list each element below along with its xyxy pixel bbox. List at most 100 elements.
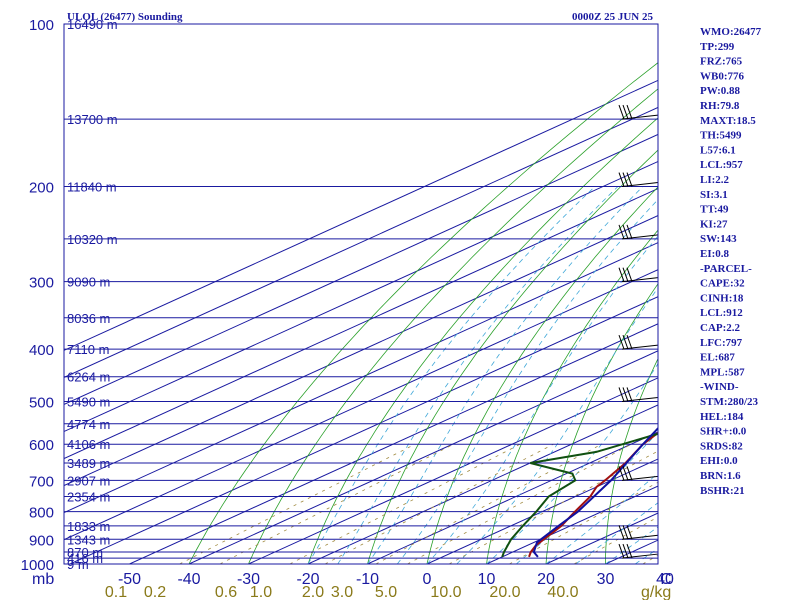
index-line: WMO:26477 [700, 26, 762, 38]
isotherm-line [64, 79, 658, 351]
isotherm-line [64, 133, 658, 406]
index-line: MPL:587 [700, 366, 745, 378]
mixing-ratio-line [407, 443, 632, 564]
moist-adiabat [367, 186, 643, 564]
isotherm-line [188, 350, 658, 564]
wind-barb [618, 387, 659, 402]
pressure-tick-label: 800 [29, 505, 54, 522]
temperature-tick-label: -30 [237, 571, 260, 588]
wind-barb [618, 334, 659, 350]
index-line: BRN:1.6 [700, 470, 741, 482]
height-label: 9090 m [67, 275, 110, 290]
height-label: 16490 m [67, 17, 118, 32]
isotherm-line [426, 458, 658, 564]
isotherm-line [307, 404, 658, 564]
pressure-tick-label: 100 [29, 17, 54, 34]
isotherm-line [64, 242, 658, 514]
index-line: SW:143 [700, 233, 737, 245]
pressure-tick-label: 400 [29, 342, 54, 359]
height-label: 2907 m [67, 473, 110, 488]
mixing-ratio-unit-label: g/kg [641, 584, 671, 600]
pressure-tick-label: 700 [29, 473, 54, 490]
temperature-tick-label: 10 [478, 571, 496, 588]
height-label: 6264 m [67, 370, 110, 385]
pressure-tick-label: 500 [29, 394, 54, 411]
index-line: EL:687 [700, 352, 735, 364]
mixing-ratio-line [573, 516, 658, 564]
index-line: LFC:797 [700, 337, 743, 349]
wind-barb [618, 267, 659, 283]
index-line: SHR+:0.0 [700, 426, 747, 438]
pressure-tick-label: 200 [29, 180, 54, 197]
wind-barb [618, 466, 659, 481]
wind-barb [618, 543, 659, 559]
moist-adiabat [545, 472, 658, 564]
index-line: TH:5499 [700, 130, 742, 142]
wind-barb [618, 104, 659, 120]
index-line: EHI:0.0 [700, 455, 738, 467]
mixing-ratio-tick-label: 20.0 [489, 584, 520, 600]
mixing-ratio-tick-label: 3.0 [331, 584, 353, 600]
moist-adiabat [396, 198, 658, 564]
parcel-profile [532, 426, 658, 558]
index-line: EI:0.8 [700, 248, 730, 260]
plot-frame [63, 23, 659, 565]
moist-adiabat [605, 526, 658, 564]
index-line: L57:6.1 [700, 144, 736, 156]
height-label: 13700 m [67, 112, 118, 127]
mixing-ratio-tick-label: 0.1 [105, 584, 127, 600]
isotherm-line [248, 377, 658, 564]
height-label: 416 m [67, 551, 103, 566]
index-line: SRDS:82 [700, 440, 743, 452]
height-label: 9 m [67, 557, 89, 572]
wind-barb [618, 224, 659, 240]
temperature-tick-label: 20 [537, 571, 555, 588]
height-label: 5490 m [67, 394, 110, 409]
height-label: 8036 m [67, 311, 110, 326]
mixing-ratio-line [448, 450, 658, 564]
temperature-profile [528, 431, 658, 558]
mixing-ratio-tick-label: 0.2 [144, 584, 166, 600]
index-line: BSHR:21 [700, 485, 745, 497]
mixing-ratio-tick-label: 40.0 [547, 584, 578, 600]
mixing-ratio-tick-label: 10.0 [430, 584, 461, 600]
index-line: STM:280/23 [700, 396, 759, 408]
mixing-ratio-tick-label: 0.6 [215, 584, 237, 600]
temperature-tick-label: -20 [296, 571, 319, 588]
chart-title: ULOL (26477) Sounding [67, 11, 183, 23]
temperature-tick-label: 0 [423, 571, 432, 588]
mixing-ratio-tick-label: 5.0 [375, 584, 397, 600]
mixing-ratio-tick-label: 2.0 [302, 584, 324, 600]
height-label: 3489 m [67, 456, 110, 471]
index-line: TP:299 [700, 41, 735, 53]
index-line: LCL:912 [700, 307, 743, 319]
height-label: 7110 m [67, 342, 109, 357]
height-label: 1343 m [67, 532, 110, 547]
index-line: PW:0.88 [700, 85, 741, 97]
temperature-tick-label: -10 [356, 571, 379, 588]
index-line: RH:79.8 [700, 100, 740, 112]
index-line: LI:2.2 [700, 174, 730, 186]
pressure-tick-label: 300 [29, 275, 54, 292]
isotherm-line [64, 187, 658, 460]
temperature-unit-label: C [660, 571, 672, 588]
mixing-ratio-tick-label: 1.0 [250, 584, 272, 600]
index-line: HEL:184 [700, 411, 744, 423]
index-line: CINH:18 [700, 292, 744, 304]
pressure-unit-label: mb [32, 571, 54, 588]
temperature-tick-label: -40 [177, 571, 200, 588]
index-line: -WIND- [700, 381, 739, 393]
index-line: -PARCEL- [700, 263, 752, 275]
pressure-tick-label: 900 [29, 532, 54, 549]
isotherm-line [129, 323, 658, 564]
index-line: WB0:776 [700, 70, 745, 82]
index-line: CAPE:32 [700, 278, 745, 290]
isotherm-line [64, 215, 658, 487]
height-label: 10320 m [67, 232, 118, 247]
temperature-tick-label: -50 [118, 571, 141, 588]
temperature-tick-label: 40 [656, 571, 674, 588]
isotherm-line [69, 296, 658, 564]
height-label: 4106 m [67, 437, 110, 452]
mixing-ratio-line [179, 443, 416, 564]
